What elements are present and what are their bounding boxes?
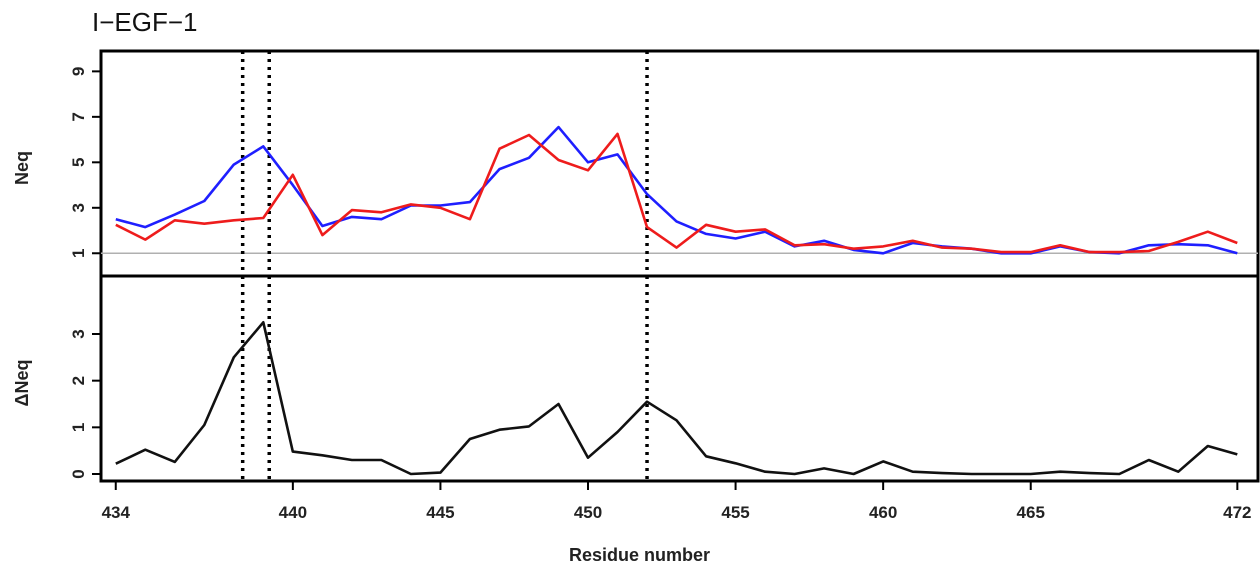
neq-y-tick-label: 1 — [69, 249, 88, 258]
delta-neq-series-group — [115, 320, 1238, 476]
delta-neq-panel: 0 1 2 3 ΔNeq — [12, 274, 1260, 483]
neq-panel-frame — [99, 49, 1260, 278]
x-tick-label: 450 — [574, 503, 602, 522]
delta-neq-y-tick-label: 2 — [69, 376, 88, 385]
neq-y-tick-label: 5 — [69, 158, 88, 167]
x-tick-label: 472 — [1223, 503, 1251, 522]
neq-y-tick-label: 9 — [69, 67, 88, 76]
x-tick-label: 460 — [869, 503, 897, 522]
delta-neq-y-tick-label: 1 — [69, 423, 88, 432]
neq-y-tick-label: 7 — [69, 112, 88, 121]
delta-neq-y-axis: 0 1 2 3 — [69, 329, 101, 479]
delta-neq-y-tick-label: 3 — [69, 329, 88, 338]
delta-neq-vertical-markers — [240, 276, 649, 481]
x-tick-label: 465 — [1017, 503, 1045, 522]
neq-series-line-0 — [115, 125, 1238, 255]
x-tick-label: 434 — [102, 503, 131, 522]
neq-axis-label: Neq — [12, 151, 32, 185]
delta-neq-y-tick-label: 0 — [69, 469, 88, 478]
x-tick-label: 455 — [721, 503, 749, 522]
delta-neq-series-line-0 — [115, 320, 1238, 476]
neq-vertical-markers — [240, 51, 649, 276]
x-axis-label: Residue number — [569, 545, 710, 565]
x-axis: 434 440 445 450 455 460 465 472 — [102, 481, 1252, 522]
x-tick-label: 445 — [426, 503, 454, 522]
neq-series-group — [115, 125, 1238, 255]
chart-title: I−EGF−1 — [92, 7, 198, 37]
neq-y-tick-label: 3 — [69, 203, 88, 212]
delta-neq-axis-label: ΔNeq — [12, 360, 32, 407]
neq-panel: 1 3 5 7 9 Neq — [12, 49, 1260, 278]
neq-y-axis: 1 3 5 7 9 — [69, 67, 101, 258]
delta-neq-panel-frame — [99, 274, 1260, 483]
x-tick-label: 440 — [279, 503, 307, 522]
neq-series-line-1 — [115, 132, 1238, 254]
